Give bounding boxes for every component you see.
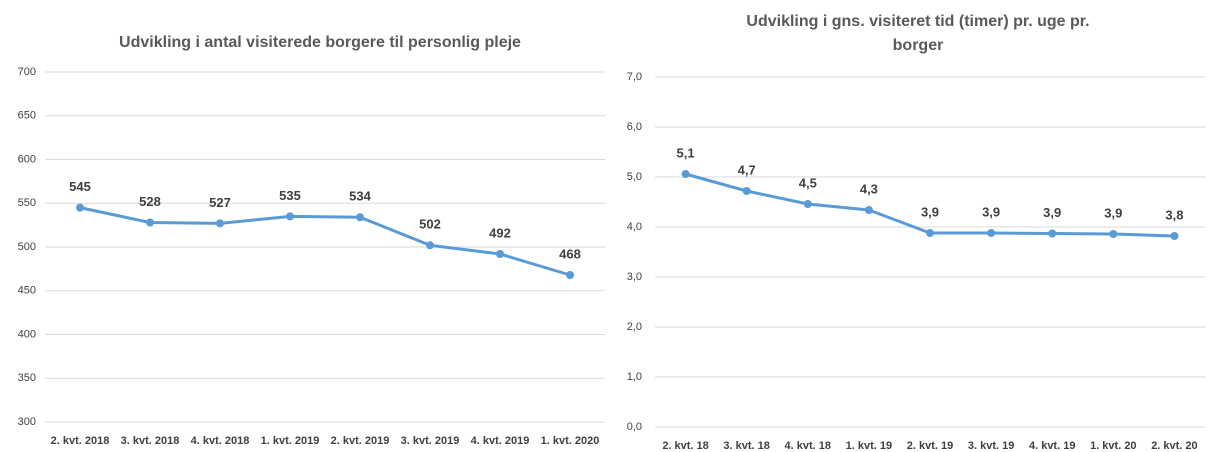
data-label: 4,5	[799, 175, 817, 190]
y-tick-label: 300	[18, 416, 36, 428]
data-label: 3,9	[1043, 205, 1061, 220]
y-tick-label: 450	[18, 285, 36, 297]
chart-title: Udvikling i antal visiterede borgere til…	[119, 34, 521, 51]
point	[566, 271, 574, 279]
y-tick-label: 400	[18, 328, 36, 340]
point	[216, 219, 224, 228]
y-tick-label: 4,0	[627, 221, 642, 233]
point	[1170, 232, 1179, 240]
x-tick-label: 2. kvt. 2018	[51, 435, 110, 447]
data-label: 4,7	[738, 162, 756, 177]
data-label: 545	[69, 179, 91, 194]
x-tick-label: 3. kvt. 19	[968, 440, 1014, 452]
point	[426, 241, 434, 250]
data-label: 527	[209, 195, 231, 210]
data-label: 3,8	[1165, 207, 1183, 222]
x-tick-label: 4. kvt. 18	[785, 440, 831, 452]
x-tick-label: 2. kvt. 18	[662, 440, 708, 452]
data-label: 468	[559, 246, 581, 261]
data-label: 3,9	[982, 204, 1000, 219]
x-tick-label: 3. kvt. 2018	[121, 435, 180, 447]
x-tick-label: 4. kvt. 2019	[471, 435, 530, 447]
x-tick-label: 3. kvt. 2019	[401, 435, 460, 447]
chart-title: borger	[893, 37, 944, 54]
x-tick-label: 4. kvt. 2018	[191, 435, 250, 447]
y-tick-label: 1,0	[627, 371, 642, 383]
x-tick-label: 2. kvt. 2019	[331, 435, 390, 447]
x-tick-label: 4. kvt. 19	[1029, 440, 1075, 452]
x-tick-label: 1. kvt. 19	[846, 440, 892, 452]
x-tick-label: 2. kvt. 19	[907, 440, 953, 452]
data-label: 534	[349, 189, 371, 204]
y-tick-label: 550	[18, 197, 36, 209]
data-label: 502	[419, 217, 441, 232]
data-label: 4,3	[860, 181, 878, 196]
data-label: 535	[279, 188, 301, 203]
x-tick-label: 3. kvt. 18	[723, 440, 769, 452]
y-tick-label: 7,0	[627, 71, 642, 83]
y-tick-label: 3,0	[627, 271, 642, 283]
point	[803, 200, 812, 208]
y-tick-label: 0,0	[627, 421, 642, 433]
point	[1109, 230, 1118, 238]
x-tick-label: 2. kvt. 20	[1151, 440, 1197, 452]
data-label: 492	[489, 225, 511, 240]
point	[146, 218, 154, 227]
x-tick-label: 1. kvt. 2019	[261, 435, 320, 447]
data-label: 528	[139, 194, 161, 209]
data-label: 3,9	[1104, 205, 1122, 220]
data-label: 3,9	[921, 204, 939, 219]
point	[926, 229, 934, 237]
line	[79, 206, 571, 277]
y-tick-label: 500	[18, 241, 36, 253]
y-tick-label: 350	[18, 372, 36, 384]
data-label: 5,1	[677, 145, 695, 160]
point	[356, 213, 364, 222]
point	[1048, 229, 1057, 238]
y-tick-label: 650	[18, 110, 36, 122]
point	[864, 206, 873, 214]
point	[742, 187, 751, 195]
point	[496, 250, 504, 258]
y-tick-label: 2,0	[627, 321, 642, 333]
point	[681, 170, 690, 178]
x-tick-label: 1. kvt. 20	[1090, 440, 1136, 452]
y-tick-label: 700	[18, 66, 36, 78]
point	[987, 229, 996, 237]
chart-title: Udvikling i gns. visiteret tid (timer) p…	[746, 13, 1089, 30]
point	[286, 212, 294, 221]
point	[76, 203, 84, 212]
y-tick-label: 5,0	[627, 171, 642, 183]
y-tick-label: 600	[18, 153, 36, 165]
x-tick-label: 1. kvt. 2020	[541, 435, 600, 447]
y-tick-label: 6,0	[627, 121, 642, 133]
